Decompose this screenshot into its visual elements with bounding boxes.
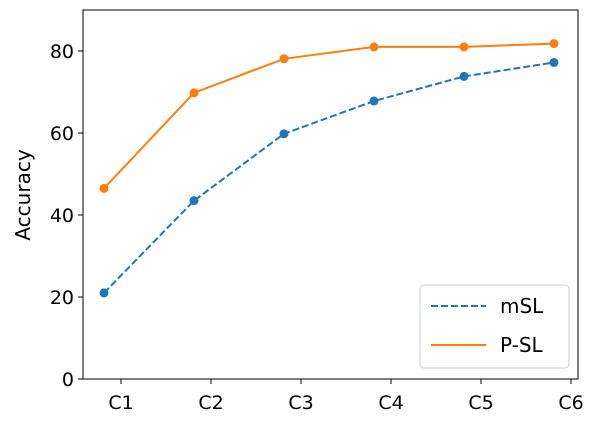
data-point-msl	[189, 196, 199, 206]
x-tick-label: C1	[108, 392, 133, 414]
y-tick-label: 0	[62, 369, 74, 391]
series-layer	[99, 39, 559, 298]
y-tick-label: 40	[50, 205, 74, 227]
data-point-p-sl	[459, 42, 469, 52]
data-point-msl	[279, 129, 289, 139]
data-point-p-sl	[369, 42, 379, 52]
series-line-msl	[103, 61, 555, 294]
data-point-p-sl	[279, 54, 289, 64]
series-line-p-sl	[103, 42, 555, 190]
axis-ticks: 0 20 40 60 80 C1 C2 C3 C4 C5 C6	[50, 41, 584, 414]
legend: mSL P-SL	[419, 284, 570, 369]
x-tick-label: C4	[378, 392, 403, 414]
data-point-msl	[459, 71, 469, 81]
y-tick-label: 80	[50, 41, 74, 63]
y-tick-label: 20	[50, 287, 74, 309]
x-tick-label: C2	[198, 392, 223, 414]
x-tick-label: C6	[558, 392, 583, 414]
data-point-msl	[369, 96, 379, 106]
legend-label-psl: P-SL	[500, 333, 544, 357]
y-tick-label: 60	[50, 123, 74, 145]
legend-label-msl: mSL	[500, 294, 544, 318]
x-tick-label: C3	[288, 392, 313, 414]
y-axis-label: Accuracy	[11, 149, 35, 240]
data-point-msl	[99, 288, 109, 298]
data-point-p-sl	[549, 39, 559, 49]
data-point-p-sl	[99, 183, 109, 193]
legend-box	[419, 284, 570, 369]
data-point-p-sl	[189, 88, 199, 98]
data-point-msl	[549, 57, 559, 67]
x-tick-label: C5	[468, 392, 493, 414]
